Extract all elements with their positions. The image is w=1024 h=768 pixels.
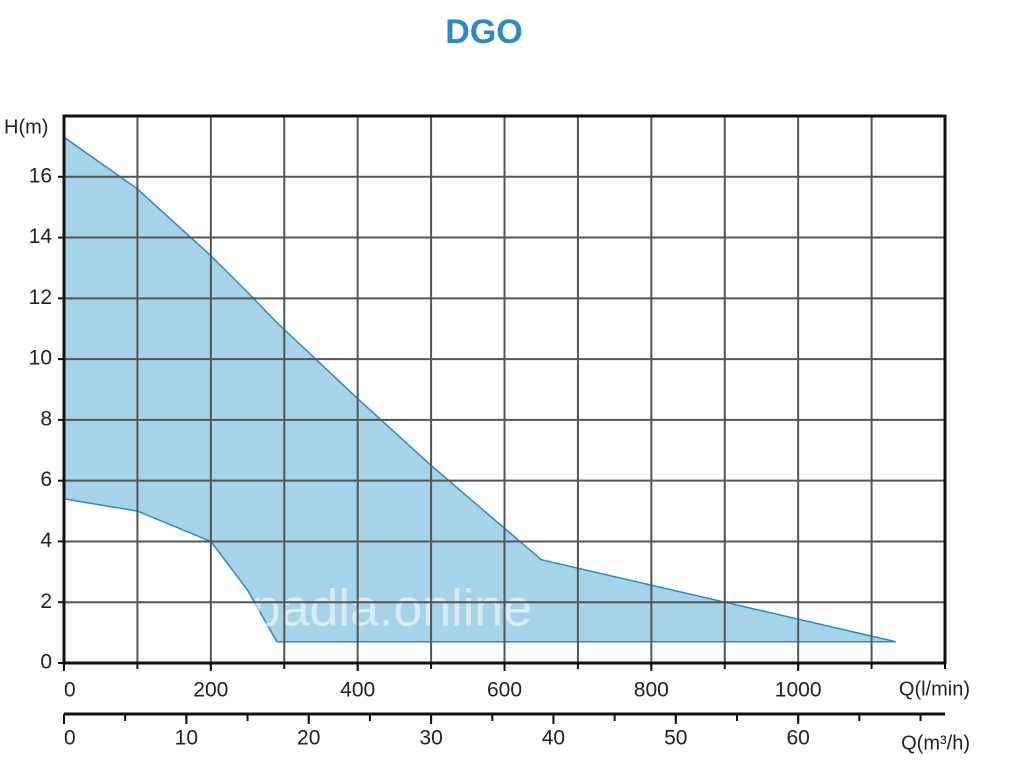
area (63, 135, 896, 643)
x-axis-label: Q(l/min) (899, 678, 970, 700)
x2-tick-label: 30 (419, 727, 442, 750)
y-axis-label: H(m) (4, 116, 48, 138)
x-tick-label: 800 (634, 679, 669, 702)
x-tick-label: 0 (64, 679, 76, 702)
y-tick-label: 4 (40, 529, 52, 552)
chart-title: DGO (445, 13, 522, 51)
y-tick-label: 16 (29, 164, 52, 187)
x2-tick-label: 10 (175, 727, 198, 750)
y-tick-label: 0 (40, 651, 52, 674)
x2-tick-label: 0 (64, 727, 76, 750)
watermark: Čerpadla.online (168, 580, 532, 638)
x-tick-label: 400 (340, 679, 375, 702)
x-tick-label: 200 (193, 679, 228, 702)
y-tick-label: 10 (29, 347, 52, 370)
x2-tick-label: 20 (297, 727, 320, 750)
y-tick-label: 6 (40, 468, 52, 491)
x-tick-label: 1000 (775, 679, 822, 702)
y-tick-label: 14 (29, 225, 53, 248)
x2-tick-label: 60 (786, 727, 809, 750)
x2-axis-label: Q(m³/h) (901, 732, 970, 754)
x2-tick-label: 40 (542, 727, 565, 750)
x-tick-label: 600 (487, 679, 522, 702)
y-tick-label: 12 (29, 286, 52, 309)
y-tick-label: 2 (40, 590, 52, 613)
y-tick-label: 8 (40, 407, 52, 430)
x2-tick-label: 50 (664, 727, 687, 750)
